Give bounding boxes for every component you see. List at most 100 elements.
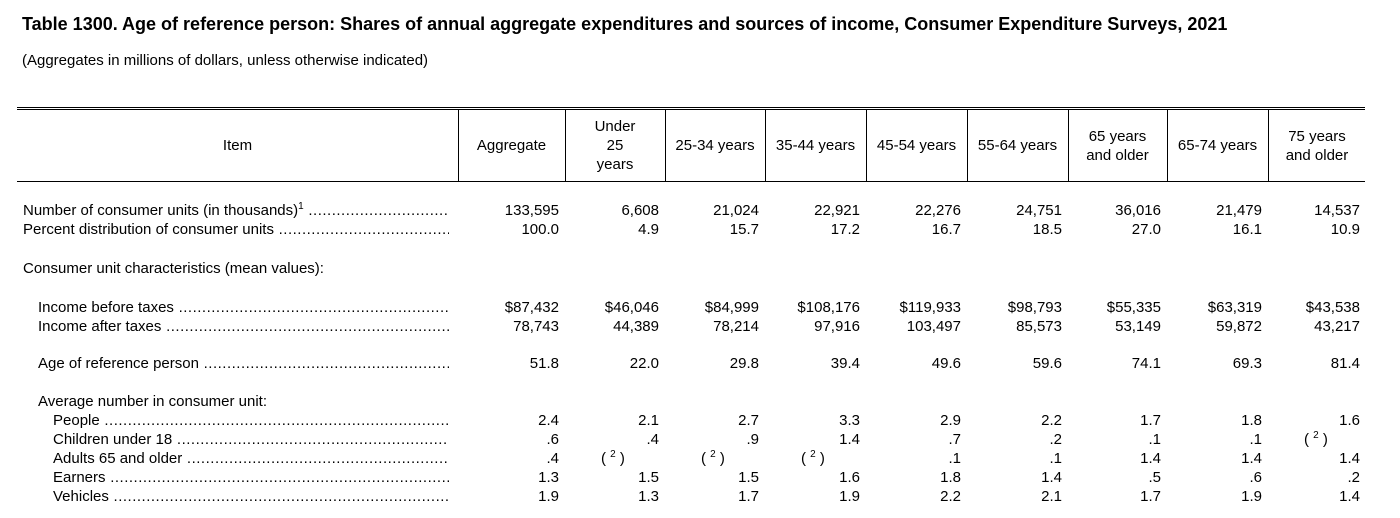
table-title: Table 1300. Age of reference person: Sha…: [22, 14, 1228, 34]
cell-value: 74.1: [1131, 355, 1161, 372]
cell-value: 1.4: [1241, 450, 1262, 467]
footnote-marker: 1: [298, 201, 304, 212]
cell-value: $84,999: [704, 299, 759, 316]
cell-value: 78,743: [513, 318, 559, 335]
column-divider: [1167, 110, 1168, 181]
cell-value: 1.9: [1241, 488, 1262, 505]
cell-value: 1.7: [1140, 412, 1161, 429]
cell-value: .5: [1148, 469, 1161, 486]
row-label: Vehicles ...............................…: [53, 488, 449, 505]
cell-value: $98,793: [1007, 299, 1062, 316]
cell-value: 1.9: [839, 488, 860, 505]
table-row: Adults 65 and older ....................…: [0, 449, 1400, 468]
cell-value: 103,497: [906, 318, 961, 335]
column-divider: [565, 110, 566, 181]
column-header-3: 25-34 years: [675, 137, 755, 154]
cell-value: 133,595: [504, 202, 559, 219]
header-bottom-rule: [17, 181, 1365, 182]
column-divider: [1068, 110, 1069, 181]
table-row: Earners ................................…: [0, 468, 1400, 487]
cell-value: .4: [546, 450, 559, 467]
column-header-8: 65-74 years: [1177, 137, 1258, 154]
row-label: Number of consumer units (in thousands)1…: [23, 201, 449, 220]
column-divider: [765, 110, 766, 181]
table-row: Consumer unit characteristics (mean valu…: [0, 259, 1400, 278]
table-row: Vehicles ...............................…: [0, 487, 1400, 506]
cell-value: 22.0: [629, 355, 659, 372]
table-row: Income after taxes .....................…: [0, 317, 1400, 336]
cell-value: .1: [1249, 431, 1262, 448]
cell-value: .4: [646, 431, 659, 448]
cell-value: 6,608: [621, 202, 659, 219]
cell-value: ( 2 ): [601, 449, 625, 468]
cell-value: 15.7: [729, 221, 759, 238]
cell-value: 59.6: [1032, 355, 1062, 372]
cell-value: $46,046: [604, 299, 659, 316]
column-header-2: Under 25 years: [594, 118, 636, 173]
row-label: Income before taxes ....................…: [38, 299, 449, 316]
cell-value: 51.8: [529, 355, 559, 372]
row-label: Average number in consumer unit:: [38, 393, 268, 410]
cell-value: 10.9: [1330, 221, 1360, 238]
cell-value: .9: [746, 431, 759, 448]
cell-value: 21,024: [713, 202, 759, 219]
cell-value: 2.9: [940, 412, 961, 429]
cell-value: 69.3: [1232, 355, 1262, 372]
cell-value: 81.4: [1330, 355, 1360, 372]
cell-value: $55,335: [1106, 299, 1161, 316]
column-divider: [1268, 110, 1269, 181]
table-subtitle: (Aggregates in millions of dollars, unle…: [22, 52, 429, 69]
cell-value: 1.5: [638, 469, 659, 486]
cell-value: 1.5: [738, 469, 759, 486]
cell-value: 1.4: [839, 431, 860, 448]
cell-value: 1.4: [1140, 450, 1161, 467]
cell-value: 59,872: [1216, 318, 1262, 335]
cell-value: 1.9: [538, 488, 559, 505]
table-row: Age of reference person ................…: [0, 354, 1400, 373]
cell-value: 44,389: [613, 318, 659, 335]
cell-value: 4.9: [638, 221, 659, 238]
cell-value: 3.3: [839, 412, 860, 429]
column-divider: [665, 110, 666, 181]
cell-value: 1.4: [1041, 469, 1062, 486]
cell-value: $108,176: [797, 299, 860, 316]
cell-value: $119,933: [899, 299, 961, 316]
cell-value: 1.8: [1241, 412, 1262, 429]
cell-value: $43,538: [1305, 299, 1360, 316]
cell-value: .1: [1049, 450, 1062, 467]
cell-value: 53,149: [1115, 318, 1161, 335]
cell-value: 16.1: [1232, 221, 1262, 238]
cell-value: 22,921: [814, 202, 860, 219]
row-label: People .................................…: [53, 412, 449, 429]
column-header-1: Aggregate: [476, 137, 547, 154]
column-divider: [967, 110, 968, 181]
cell-value: 18.5: [1032, 221, 1062, 238]
cell-value: 2.2: [1041, 412, 1062, 429]
cell-value: ( 2 ): [701, 449, 725, 468]
cell-value: 1.6: [839, 469, 860, 486]
top-rule-2: [17, 109, 1365, 110]
cell-value: 78,214: [713, 318, 759, 335]
cell-value: 85,573: [1016, 318, 1062, 335]
cell-value: 2.2: [940, 488, 961, 505]
column-header-4: 35-44 years: [775, 137, 856, 154]
cell-value: 1.4: [1339, 488, 1360, 505]
cell-value: .1: [948, 450, 961, 467]
cell-value: 24,751: [1016, 202, 1062, 219]
cell-value: 2.4: [538, 412, 559, 429]
row-label: Earners ................................…: [53, 469, 449, 486]
table-row: Percent distribution of consumer units .…: [0, 220, 1400, 239]
table-row: People .................................…: [0, 411, 1400, 430]
cell-value: $63,319: [1207, 299, 1262, 316]
column-header-9: 75 years and older: [1285, 127, 1349, 164]
cell-value: ( 2 ): [801, 449, 825, 468]
cell-value: 2.1: [638, 412, 659, 429]
row-label: Income after taxes .....................…: [38, 318, 449, 335]
cell-value: 36,016: [1115, 202, 1161, 219]
cell-value: 1.4: [1339, 450, 1360, 467]
cell-value: 1.8: [940, 469, 961, 486]
row-label: Percent distribution of consumer units .…: [23, 221, 449, 238]
row-label: Consumer unit characteristics (mean valu…: [23, 260, 324, 277]
cell-value: .7: [948, 431, 961, 448]
cell-value: .2: [1347, 469, 1360, 486]
